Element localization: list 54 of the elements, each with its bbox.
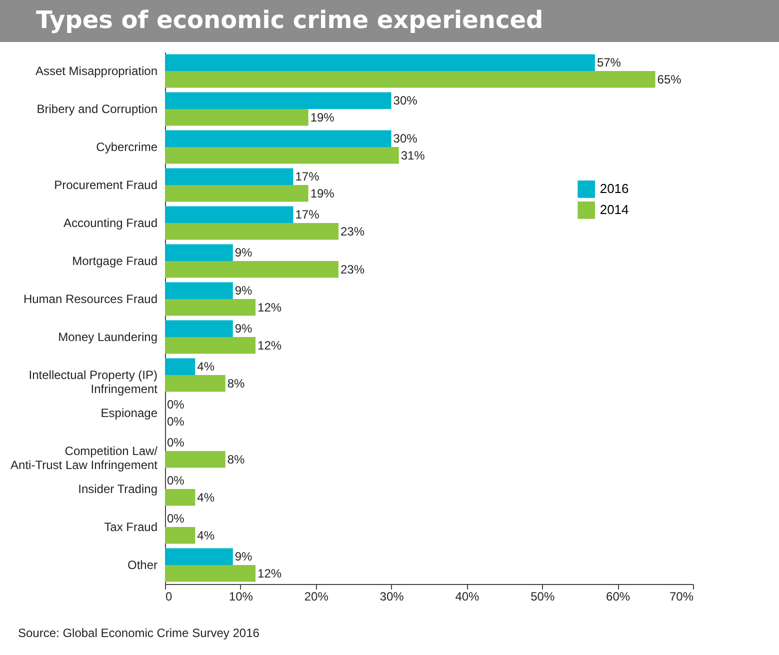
y-tick-label: Cybercrime [96,140,158,154]
data-label: 19% [310,110,335,124]
legend-label: 2014 [600,202,629,218]
data-label: 9% [234,284,253,298]
data-label: 23% [340,262,365,276]
data-label: 23% [340,224,365,238]
data-label: 12% [258,300,282,314]
data-label: 57% [596,56,622,70]
y-tick-label: Competition Law/ Anti-Trust Law Infringement [10,444,158,472]
data-label: 30% [393,132,418,146]
data-label: 65% [657,72,682,86]
x-tick-label: 0 [166,590,172,604]
y-tick-label: Espionage [100,406,158,420]
x-tick-label: 60% [606,590,630,604]
data-label: 8% [227,452,246,466]
data-label: 9% [234,550,253,564]
y-tick-label: Mortgage Fraud [72,254,158,268]
data-label: 12% [258,338,282,352]
y-tick-label: Accounting Fraud [63,216,158,230]
data-label: 4% [197,528,215,542]
data-label: 0% [167,398,185,412]
y-tick-label: Insider Trading [78,482,158,496]
x-tick-label: 20% [304,590,329,604]
data-label: 17% [295,170,320,184]
x-tick-label: 30% [380,590,404,604]
y-tick-label: Procurement Fraud [54,178,158,192]
data-label: 0% [167,512,185,526]
y-tick-label: Bribery and Corruption [36,102,158,116]
x-tick-label: 40% [455,590,480,604]
source-note: Source: Global Economic Crime Survey 2016 [17,626,260,640]
data-label: 9% [234,246,253,260]
data-label: 0% [167,414,185,428]
y-tick-label: Tax Fraud [104,520,158,534]
y-tick-label: Intellectual Property (IP) Infringement [28,368,158,396]
data-label: 8% [227,376,246,390]
data-label: 0% [167,436,185,450]
legend-label: 2016 [600,181,629,196]
x-tick-label: 10% [228,590,254,604]
x-tick-label: 70% [669,590,694,604]
data-label: 30% [393,94,418,108]
data-label: 17% [295,208,320,222]
x-tick-label: 50% [530,590,555,604]
y-tick-label: Other [127,558,158,572]
data-label: 9% [234,322,253,336]
data-label: 19% [310,186,335,200]
data-label: 4% [197,490,215,504]
chart-title: Types of economic crime experienced [0,0,779,42]
data-label: 31% [400,148,426,162]
data-label: 12% [258,566,282,580]
y-tick-label: Asset Misappropriation [35,64,158,78]
y-tick-label: Human Resources Fraud [23,292,158,306]
data-label: 0% [167,474,185,488]
data-label: 4% [197,360,215,374]
y-tick-label: Money Laundering [58,330,158,344]
